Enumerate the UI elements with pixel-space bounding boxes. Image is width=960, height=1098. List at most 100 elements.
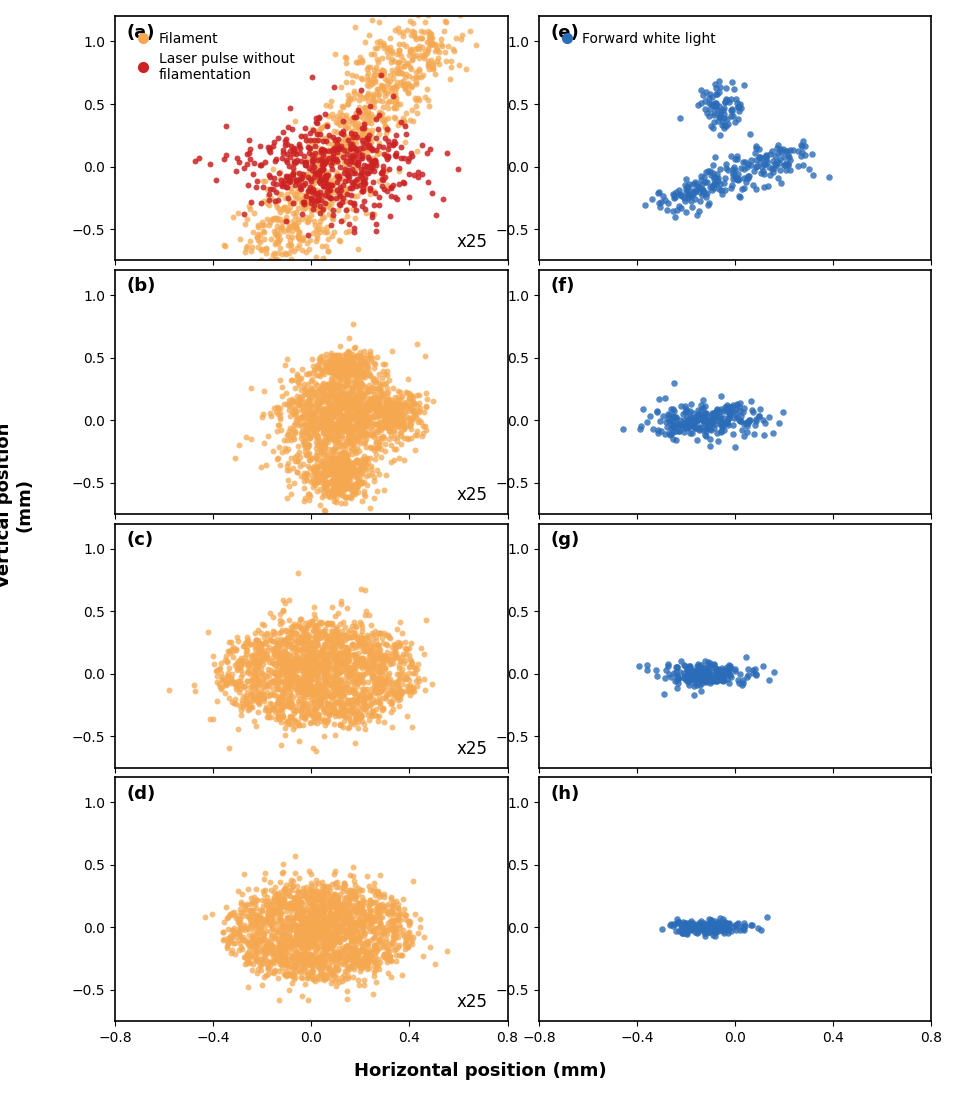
- Point: [362, 418, 377, 436]
- Point: [219, 909, 234, 927]
- Point: [350, 417, 366, 435]
- Point: [344, 124, 359, 142]
- Point: [266, 674, 281, 692]
- Point: [421, 33, 437, 51]
- Point: [290, 673, 305, 691]
- Point: [365, 656, 380, 673]
- Point: [260, 705, 276, 722]
- Point: [254, 647, 270, 664]
- Point: [660, 405, 676, 423]
- Point: [309, 679, 324, 696]
- Point: [275, 690, 290, 707]
- Point: [275, 942, 290, 960]
- Point: [300, 918, 315, 935]
- Point: [375, 388, 391, 405]
- Point: [297, 697, 312, 715]
- Point: [376, 400, 392, 417]
- Point: [314, 929, 329, 946]
- Point: [717, 917, 732, 934]
- Point: [360, 413, 375, 430]
- Point: [310, 401, 325, 418]
- Point: [333, 78, 348, 96]
- Point: [345, 114, 360, 132]
- Point: [332, 426, 348, 444]
- Point: [371, 172, 386, 190]
- Point: [347, 675, 362, 693]
- Point: [709, 400, 725, 417]
- Point: [318, 928, 333, 945]
- Point: [696, 665, 711, 683]
- Point: [369, 899, 384, 917]
- Point: [347, 468, 362, 485]
- Point: [340, 629, 355, 647]
- Point: [289, 903, 304, 920]
- Point: [409, 396, 424, 414]
- Point: [677, 664, 692, 682]
- Point: [311, 626, 326, 643]
- Point: [380, 400, 396, 417]
- Point: [311, 216, 326, 234]
- Point: [305, 950, 321, 967]
- Point: [328, 915, 344, 932]
- Point: [330, 626, 346, 643]
- Point: [352, 943, 368, 961]
- Point: [286, 666, 301, 684]
- Point: [376, 888, 392, 906]
- Point: [700, 663, 715, 681]
- Point: [268, 654, 283, 672]
- Point: [340, 937, 355, 954]
- Point: [319, 920, 334, 938]
- Point: [290, 189, 305, 206]
- Point: [405, 664, 420, 682]
- Point: [655, 407, 670, 425]
- Point: [298, 243, 313, 260]
- Point: [344, 400, 359, 417]
- Point: [257, 949, 273, 966]
- Point: [250, 671, 265, 688]
- Point: [351, 952, 367, 970]
- Point: [372, 909, 388, 927]
- Point: [275, 928, 290, 945]
- Point: [278, 928, 294, 945]
- Point: [326, 704, 342, 721]
- Point: [318, 154, 333, 171]
- Point: [382, 208, 397, 225]
- Point: [698, 404, 713, 422]
- Point: [326, 629, 342, 647]
- Point: [349, 394, 365, 412]
- Point: [333, 447, 348, 464]
- Point: [343, 915, 358, 932]
- Point: [347, 670, 362, 687]
- Point: [350, 418, 366, 436]
- Point: [339, 646, 354, 663]
- Point: [369, 142, 384, 159]
- Point: [324, 889, 339, 907]
- Point: [316, 193, 331, 211]
- Point: [375, 161, 391, 179]
- Point: [272, 909, 287, 927]
- Point: [357, 384, 372, 402]
- Point: [359, 468, 374, 485]
- Point: [274, 386, 289, 404]
- Point: [400, 923, 416, 941]
- Point: [273, 407, 288, 425]
- Point: [365, 153, 380, 170]
- Point: [243, 242, 258, 259]
- Point: [680, 672, 695, 690]
- Point: [298, 192, 313, 210]
- Point: [377, 435, 393, 452]
- Point: [367, 642, 382, 660]
- Point: [368, 946, 383, 964]
- Point: [306, 904, 322, 921]
- Point: [654, 193, 669, 211]
- Point: [338, 369, 353, 386]
- Point: [291, 921, 306, 939]
- Point: [356, 482, 372, 500]
- Point: [276, 881, 291, 898]
- Point: [665, 424, 681, 441]
- Point: [377, 88, 393, 105]
- Point: [348, 139, 363, 157]
- Point: [273, 164, 288, 181]
- Point: [222, 642, 237, 660]
- Point: [686, 676, 702, 694]
